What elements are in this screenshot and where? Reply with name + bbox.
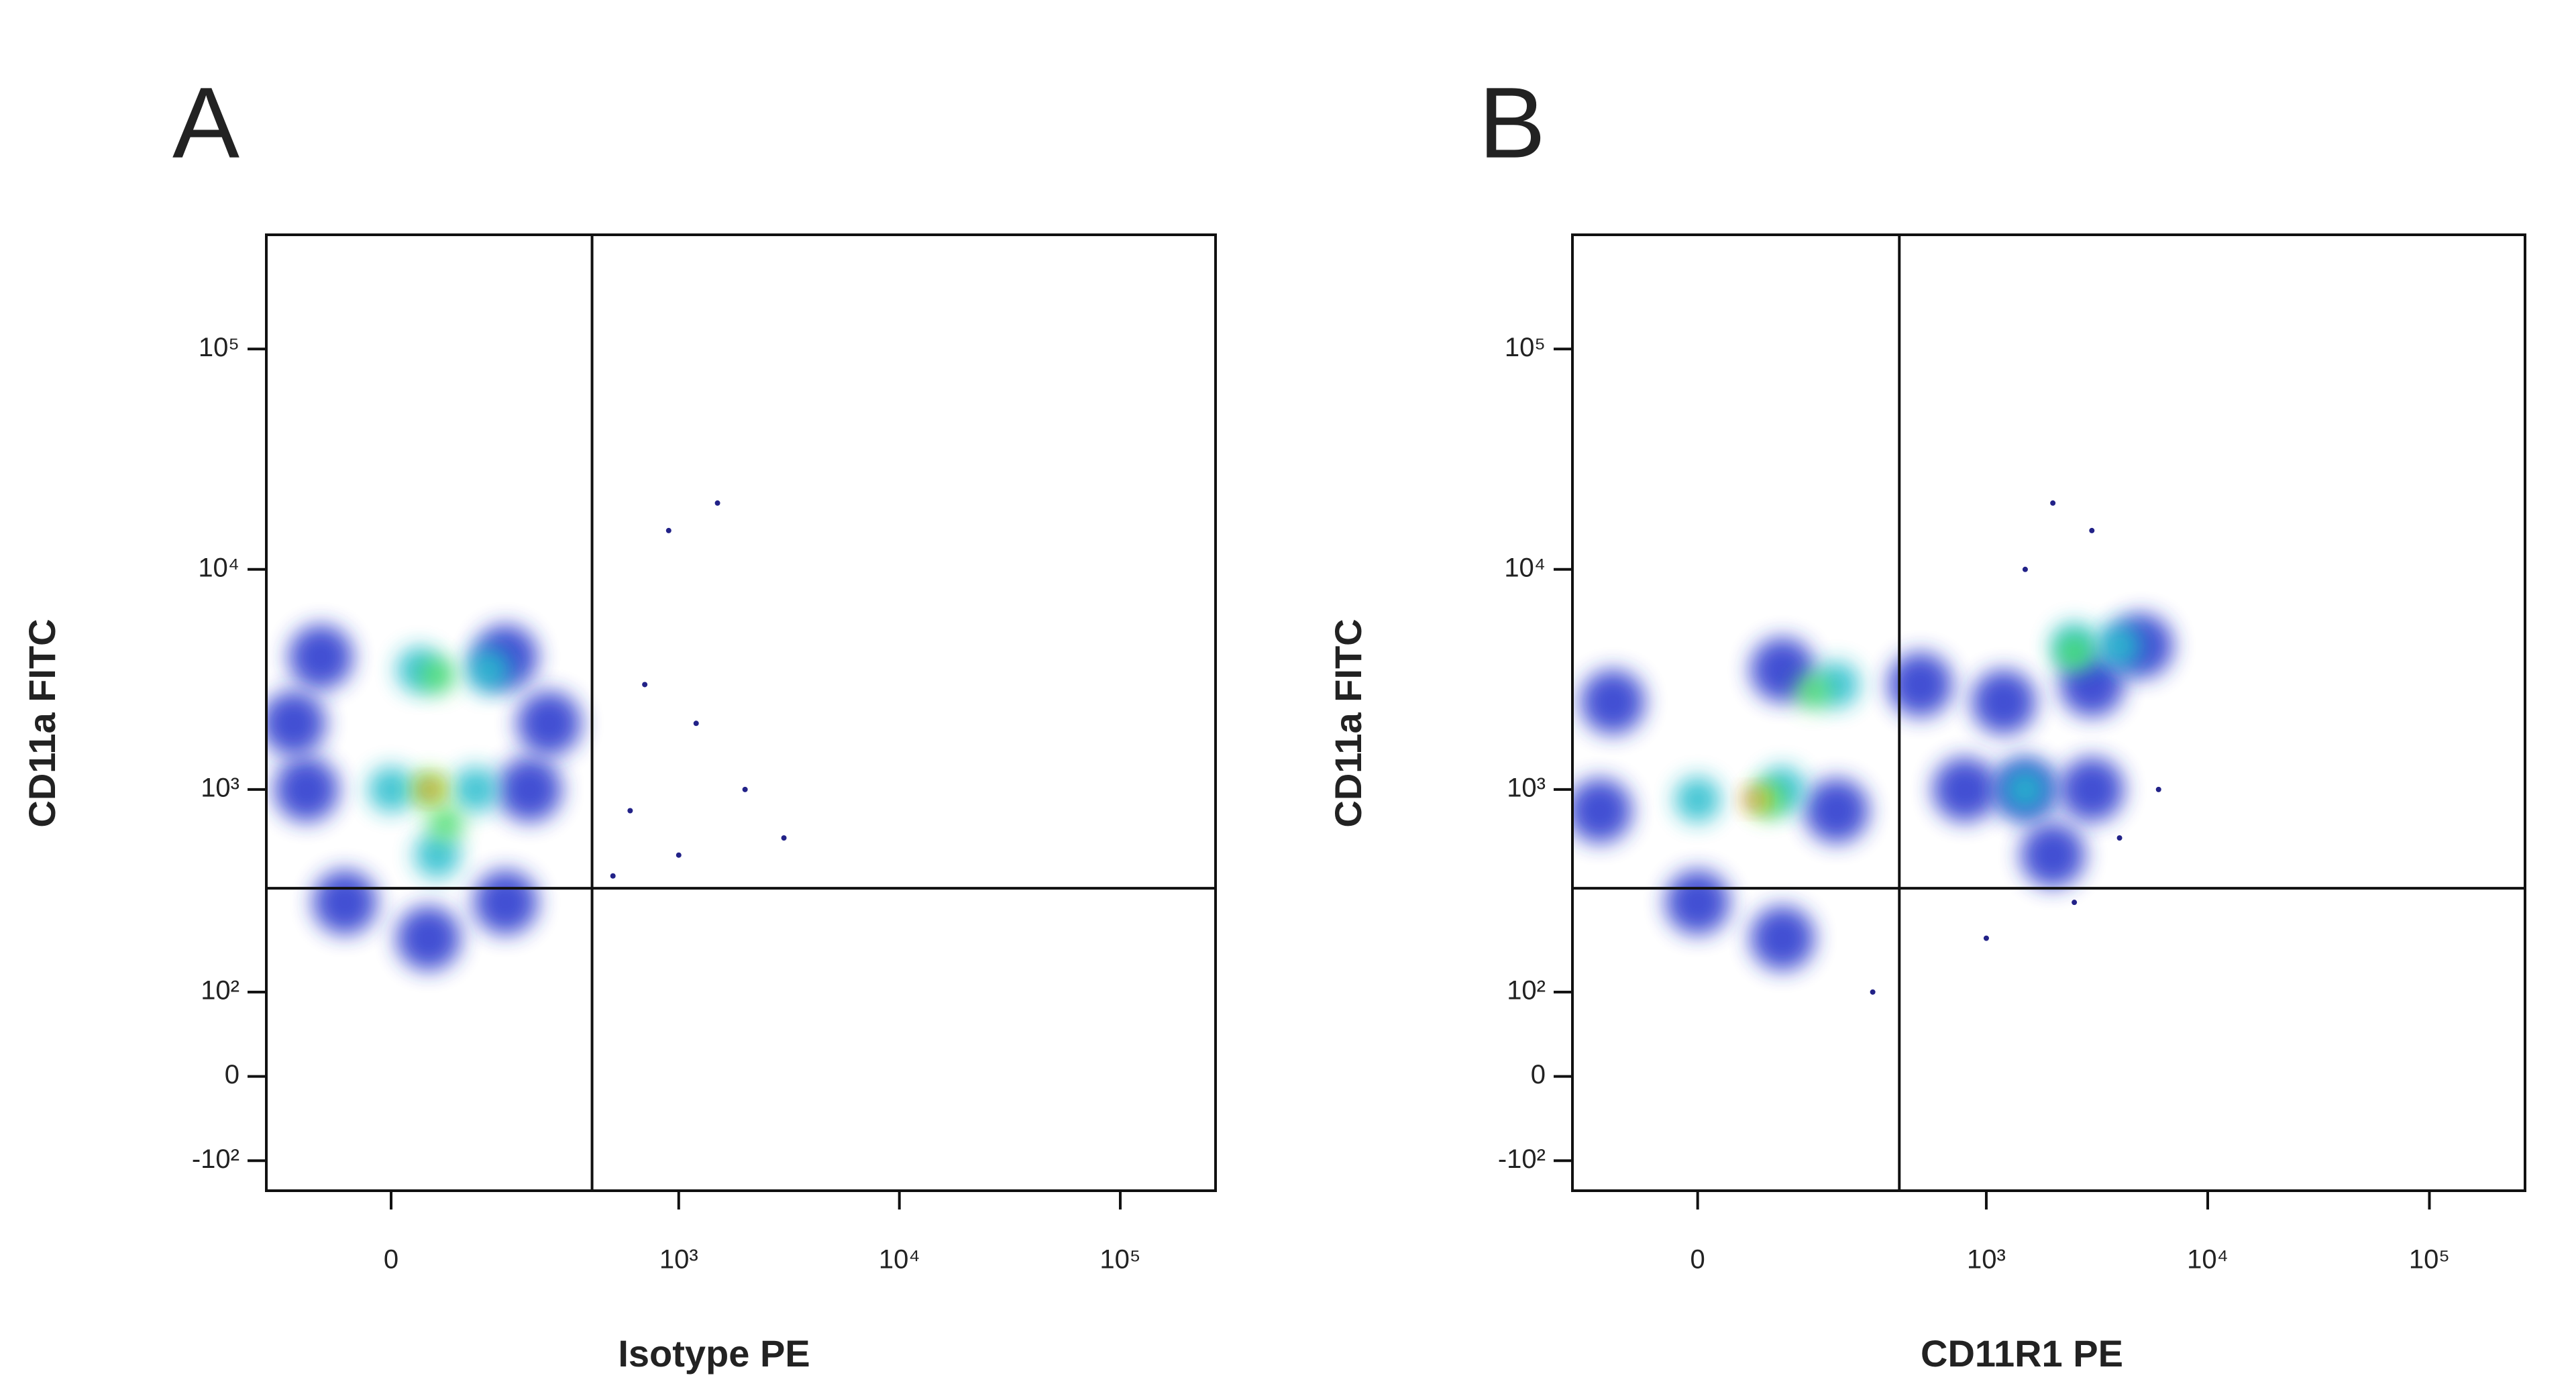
event-dot (610, 873, 616, 879)
panel: B CD11R1 PE CD11a FITC 0 10³ 10⁴ 10⁵ -10² 0 10² 10… (1327, 66, 2526, 1375)
x-tick-label: 10⁴ (2187, 1245, 2229, 1275)
density-blob (1795, 674, 1831, 709)
density-blob (1665, 870, 1730, 935)
y-tick-label: 10² (201, 975, 239, 1005)
density-blob (1888, 652, 1953, 717)
density-blob (419, 657, 455, 693)
event-dot (781, 835, 787, 841)
density-blob (313, 870, 378, 935)
density-blob (473, 870, 538, 935)
plot-frame (1571, 233, 2526, 1192)
y-tick-label: 0 (225, 1060, 239, 1089)
y-tick-label: -10² (192, 1144, 239, 1174)
y-tick-label: -10² (1498, 1144, 1546, 1174)
density-blob (1804, 778, 1869, 843)
density-blob (368, 766, 415, 812)
y-tick-label: 0 (1531, 1060, 1546, 1089)
x-tick-label: 10⁵ (1099, 1245, 1140, 1275)
event-dot (742, 786, 748, 792)
panel-label: A (172, 66, 239, 179)
density-blob (414, 832, 460, 878)
density-blob (517, 691, 582, 756)
y-tick-label: 10² (1507, 975, 1546, 1005)
panel-label: B (1479, 66, 1546, 179)
density-blob (1572, 778, 1632, 843)
density-blob (1971, 669, 2036, 735)
density-blob (421, 782, 436, 797)
y-tick-label: 10⁵ (199, 333, 239, 362)
x-axis-label: Isotype PE (618, 1332, 810, 1375)
event-dot (2116, 835, 2123, 841)
event-dot (2155, 786, 2161, 792)
event-dot (665, 527, 672, 533)
event-dot (627, 808, 633, 814)
density-blob (1674, 776, 1721, 822)
density-blob (497, 757, 562, 822)
density-blob (466, 647, 512, 693)
event-dot (693, 720, 699, 727)
density-blob (288, 625, 354, 690)
event-dot (2072, 900, 2078, 906)
density-blob (2057, 635, 2092, 670)
event-dot (714, 500, 720, 506)
x-tick-label: 10³ (659, 1245, 698, 1275)
y-axis-label: CD11a FITC (21, 619, 63, 827)
y-tick-label: 10⁴ (198, 553, 239, 582)
y-tick-label: 10³ (1507, 773, 1546, 802)
event-dot (1870, 989, 1876, 995)
density-blob (453, 766, 499, 812)
event-dot (676, 852, 682, 858)
y-tick-label: 10³ (201, 773, 239, 802)
density-blob (396, 906, 461, 971)
x-tick-label: 10⁴ (879, 1245, 920, 1275)
density-blob (2096, 623, 2143, 669)
panel: A Isotype PE CD11a FITC 0 10³ 10⁴ 10⁵ -10² 0 10² 1… (21, 66, 1217, 1375)
density-blob (1580, 669, 1646, 735)
density-blob (1933, 757, 1998, 822)
density-blob (1750, 906, 1815, 971)
density-blob (274, 757, 339, 822)
x-tick-label: 10⁵ (2409, 1245, 2450, 1275)
density-blob (428, 806, 464, 841)
event-dot (642, 682, 648, 688)
x-tick-label: 0 (1690, 1245, 1705, 1275)
density-blob (2002, 766, 2048, 812)
x-tick-label: 0 (384, 1245, 398, 1275)
density-blob (2021, 822, 2086, 888)
y-axis-label: CD11a FITC (1327, 619, 1369, 827)
y-tick-label: 10⁴ (1504, 553, 1546, 582)
event-dot (2022, 566, 2028, 572)
density-blob (266, 691, 326, 756)
event-dot (2050, 500, 2056, 506)
density-blob (1745, 792, 1760, 807)
event-dot (2089, 527, 2095, 533)
plot-area (266, 500, 787, 971)
plot-area (1572, 500, 2174, 995)
x-tick-label: 10³ (1967, 1245, 2006, 1275)
density-blob (2059, 757, 2125, 822)
x-axis-label: CD11R1 PE (1921, 1332, 2123, 1375)
event-dot (1983, 935, 1989, 941)
plot-frame (265, 233, 1217, 1192)
y-tick-label: 10⁵ (1505, 333, 1546, 362)
